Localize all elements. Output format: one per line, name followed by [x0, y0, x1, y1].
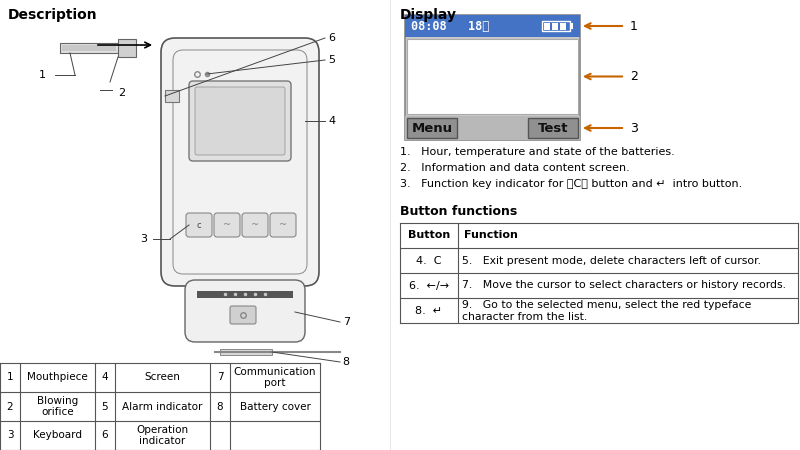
Text: 1.   Hour, temperature and state of the batteries.: 1. Hour, temperature and state of the ba…: [400, 147, 674, 157]
Text: 4.  C: 4. C: [416, 256, 442, 266]
Bar: [407, 39, 578, 114]
Bar: [405, 15, 580, 37]
Text: 6.  ←/→: 6. ←/→: [409, 280, 449, 291]
Text: Communication
port: Communication port: [234, 367, 316, 388]
Text: Description: Description: [8, 8, 98, 22]
Bar: [165, 90, 179, 102]
Text: 3: 3: [140, 234, 147, 244]
Text: 2: 2: [630, 70, 638, 83]
Text: 2.   Information and data content screen.: 2. Information and data content screen.: [400, 163, 630, 173]
FancyBboxPatch shape: [185, 280, 305, 342]
Text: c: c: [197, 220, 202, 230]
Text: 7.   Move the cursor to select characters or history records.: 7. Move the cursor to select characters …: [462, 280, 786, 291]
Text: Alarm indicator: Alarm indicator: [122, 401, 202, 411]
Text: 1: 1: [6, 373, 14, 382]
Text: 6: 6: [102, 431, 108, 441]
Text: 7: 7: [217, 373, 223, 382]
Bar: [407, 118, 457, 138]
FancyBboxPatch shape: [270, 213, 296, 237]
Text: 6: 6: [328, 33, 335, 43]
Bar: [528, 118, 578, 138]
FancyBboxPatch shape: [214, 213, 240, 237]
Text: Keyboard: Keyboard: [33, 431, 82, 441]
FancyBboxPatch shape: [186, 213, 212, 237]
Text: 8: 8: [217, 401, 223, 411]
Bar: [197, 291, 293, 298]
Text: 2: 2: [118, 88, 125, 98]
Text: 3.   Function key indicator for 【C】 button and ↵  intro button.: 3. Function key indicator for 【C】 button…: [400, 179, 742, 189]
Text: character from the list.: character from the list.: [462, 311, 587, 321]
Text: Battery cover: Battery cover: [239, 401, 310, 411]
Bar: [405, 116, 580, 140]
Bar: [62, 45, 116, 51]
Text: 5: 5: [102, 401, 108, 411]
Text: 3: 3: [6, 431, 14, 441]
Text: 2: 2: [6, 401, 14, 411]
Text: Display: Display: [400, 8, 457, 22]
Bar: [570, 23, 573, 29]
Bar: [542, 21, 570, 31]
FancyBboxPatch shape: [242, 213, 268, 237]
FancyBboxPatch shape: [230, 306, 256, 324]
Text: 3: 3: [630, 122, 638, 135]
Text: Menu: Menu: [411, 122, 453, 135]
Bar: [544, 22, 550, 30]
Text: Blowing
orifice: Blowing orifice: [37, 396, 78, 417]
Bar: [560, 22, 566, 30]
Bar: [405, 15, 580, 140]
Bar: [552, 22, 558, 30]
FancyBboxPatch shape: [195, 87, 285, 155]
Text: 4: 4: [102, 373, 108, 382]
Bar: [60, 43, 130, 53]
Text: 5: 5: [328, 55, 335, 65]
Text: Operation
indicator: Operation indicator: [137, 425, 189, 446]
Text: Screen: Screen: [145, 373, 181, 382]
Text: 7: 7: [343, 317, 350, 327]
Text: 08:08   18℃: 08:08 18℃: [411, 19, 490, 32]
Text: 8.  ↵: 8. ↵: [415, 306, 442, 315]
FancyBboxPatch shape: [161, 38, 319, 286]
Text: 1: 1: [38, 70, 46, 80]
Text: ~: ~: [251, 220, 259, 230]
Text: ~: ~: [223, 220, 231, 230]
Text: Button: Button: [408, 230, 450, 240]
Text: 9.   Go to the selected menu, select the red typeface: 9. Go to the selected menu, select the r…: [462, 300, 751, 310]
Text: Test: Test: [538, 122, 568, 135]
Text: ~: ~: [279, 220, 287, 230]
Text: Button functions: Button functions: [400, 205, 518, 218]
Text: 5.   Exit present mode, delete characters left of cursor.: 5. Exit present mode, delete characters …: [462, 256, 761, 266]
Bar: [118, 39, 136, 57]
Text: 1: 1: [630, 19, 638, 32]
Text: 8: 8: [342, 357, 349, 367]
Bar: [220, 349, 272, 355]
Text: Mouthpiece: Mouthpiece: [27, 373, 88, 382]
Text: 4: 4: [328, 116, 335, 126]
Text: Function: Function: [464, 230, 518, 240]
FancyBboxPatch shape: [189, 81, 291, 161]
